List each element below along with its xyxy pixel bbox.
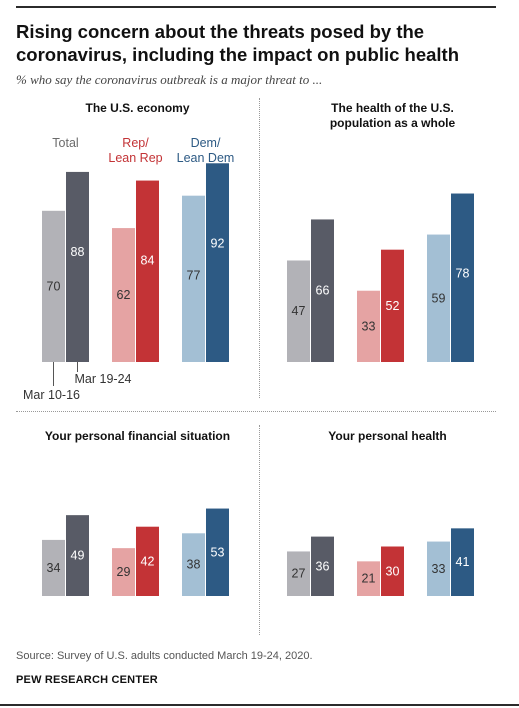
data-label-3-2-1: 29 [117,565,131,579]
period-label-mar-19-24: Mar 19-24 [75,372,132,386]
source-note: Source: Survey of U.S. adults conducted … [16,650,313,662]
data-label-3-3-1: 38 [187,558,201,572]
pew-logo: PEW RESEARCH CENTER [16,674,158,686]
bottom-rule [0,704,519,706]
bar-4-1-1 [287,551,310,596]
bar-2-2-2 [381,249,404,362]
bar-4-3-2 [451,528,474,596]
data-label-2-1-1: 47 [292,304,306,318]
data-label-4-3-1: 33 [432,562,446,576]
group-label-1: Total [52,136,78,150]
bar-4-3-1 [427,541,450,596]
bar-3-2-1 [112,548,135,596]
group-label-3-line-1: Dem/ [191,136,221,150]
data-label-3-2-2: 42 [141,554,155,568]
data-label-4-1-2: 36 [316,559,330,573]
bar-1-3-2 [206,163,229,362]
data-label-2-3-1: 59 [432,291,446,305]
bar-3-3-2 [206,508,229,596]
data-label-2-3-2: 78 [456,267,470,281]
top-rule [16,6,496,8]
horizontal-divider [16,411,496,412]
data-label-4-3-2: 41 [456,555,470,569]
bar-4-1-2 [311,536,334,596]
panel-title-personal-health: Your personal health [328,429,447,443]
bar-4-2-2 [381,546,404,596]
data-label-1-2-2: 84 [141,254,155,268]
chart-subtitle: % who say the coronavirus outbreak is a … [16,72,323,87]
vertical-divider-top [259,98,260,398]
chart-title: Rising concern about the threats posed b… [16,21,460,65]
bar-3-3-1 [182,533,205,596]
data-label-2-2-2: 52 [386,299,400,313]
data-label-3-1-1: 34 [47,561,61,575]
bar-3-1-1 [42,539,65,596]
bar-2-1-1 [287,260,310,362]
group-label-2-line-1: Rep/ [122,136,149,150]
bar-2-3-2 [451,193,474,362]
data-label-1-1-1: 70 [47,279,61,293]
data-label-1-1-2: 88 [71,245,85,259]
bar-1-1-2 [66,171,89,362]
panel-title-public-health: The health of the U.S. population as a w… [329,101,456,130]
bar-4-2-1 [357,561,380,596]
data-label-2-2-1: 33 [362,319,376,333]
panel-title-financial: Your personal financial situation [44,429,231,443]
bar-2-2-1 [357,290,380,362]
bar-1-3-1 [182,195,205,362]
group-label-3-line-2: Lean Dem [177,151,235,165]
bar-1-2-1 [112,228,135,362]
data-label-1-3-1: 77 [187,269,201,283]
bar-1-2-2 [136,180,159,362]
period-label-mar-10-16: Mar 10-16 [23,388,80,402]
panel-title-economy: The U.S. economy [85,101,190,115]
data-label-4-1-1: 27 [292,567,306,581]
bar-1-1-1 [42,210,65,362]
vertical-divider-bottom [259,425,260,635]
data-label-3-1-2: 49 [71,549,85,563]
group-label-2-line-2: Lean Rep [108,151,162,165]
data-label-4-2-2: 30 [386,564,400,578]
data-label-3-3-2: 53 [211,545,225,559]
data-label-4-2-1: 21 [362,572,376,586]
bar-3-1-2 [66,515,89,596]
bar-2-3-1 [427,234,450,362]
data-label-2-1-2: 66 [316,284,330,298]
bar-2-1-2 [311,219,334,362]
data-label-1-3-2: 92 [211,236,225,250]
data-label-1-2-1: 62 [117,288,131,302]
bar-3-2-2 [136,526,159,596]
